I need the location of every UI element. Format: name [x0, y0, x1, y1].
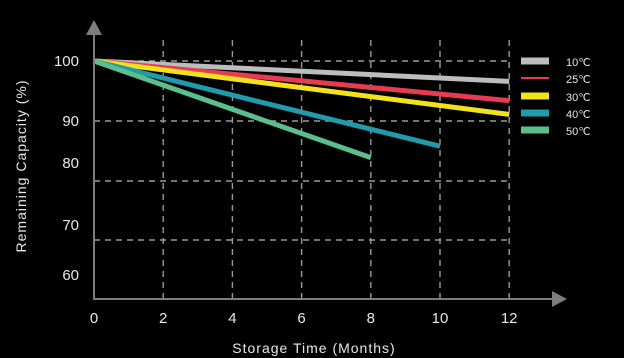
- x-tick-label: 4: [228, 310, 236, 327]
- series-line: [93, 58, 372, 160]
- legend-label: 25℃: [566, 74, 591, 86]
- y-axis-arrow-icon: [86, 20, 102, 35]
- x-axis-title: Storage Time (Months): [232, 340, 395, 356]
- legend-label: 40℃: [566, 109, 591, 121]
- x-axis-arrow-icon: [552, 291, 567, 307]
- y-axis-title: Remaining Capacity (%): [13, 80, 29, 253]
- legend-swatch: [521, 109, 549, 117]
- legend: 10℃ 25℃ 30℃ 40℃ 50℃: [521, 57, 591, 138]
- legend-label: 50℃: [566, 126, 591, 138]
- y-tick-label: 80: [62, 155, 79, 172]
- y-tick-label: 60: [62, 267, 79, 284]
- x-tick-label: 0: [90, 310, 98, 327]
- legend-swatch: [521, 126, 549, 134]
- y-tick-label: 70: [62, 217, 79, 234]
- tick-labels: 0 2 4 6 8 10 12 100 90 80 70 60: [54, 53, 518, 327]
- grid: [94, 40, 510, 298]
- series-line: [93, 58, 510, 117]
- legend-swatch: [521, 57, 549, 65]
- legend-label: 30℃: [566, 92, 591, 104]
- y-tick-label: 90: [62, 113, 79, 130]
- series-layer: [93, 58, 510, 160]
- x-tick-label: 12: [501, 310, 518, 327]
- legend-swatch: [521, 92, 549, 100]
- series-line: [93, 58, 510, 84]
- x-tick-label: 10: [432, 310, 449, 327]
- x-tick-label: 8: [367, 310, 375, 327]
- axes: [86, 20, 567, 307]
- x-tick-label: 2: [159, 310, 167, 327]
- series-line: [93, 58, 441, 149]
- y-tick-label: 100: [54, 53, 79, 70]
- legend-label: 10℃: [566, 57, 591, 69]
- x-tick-label: 6: [297, 310, 305, 327]
- legend-swatch: [521, 77, 549, 79]
